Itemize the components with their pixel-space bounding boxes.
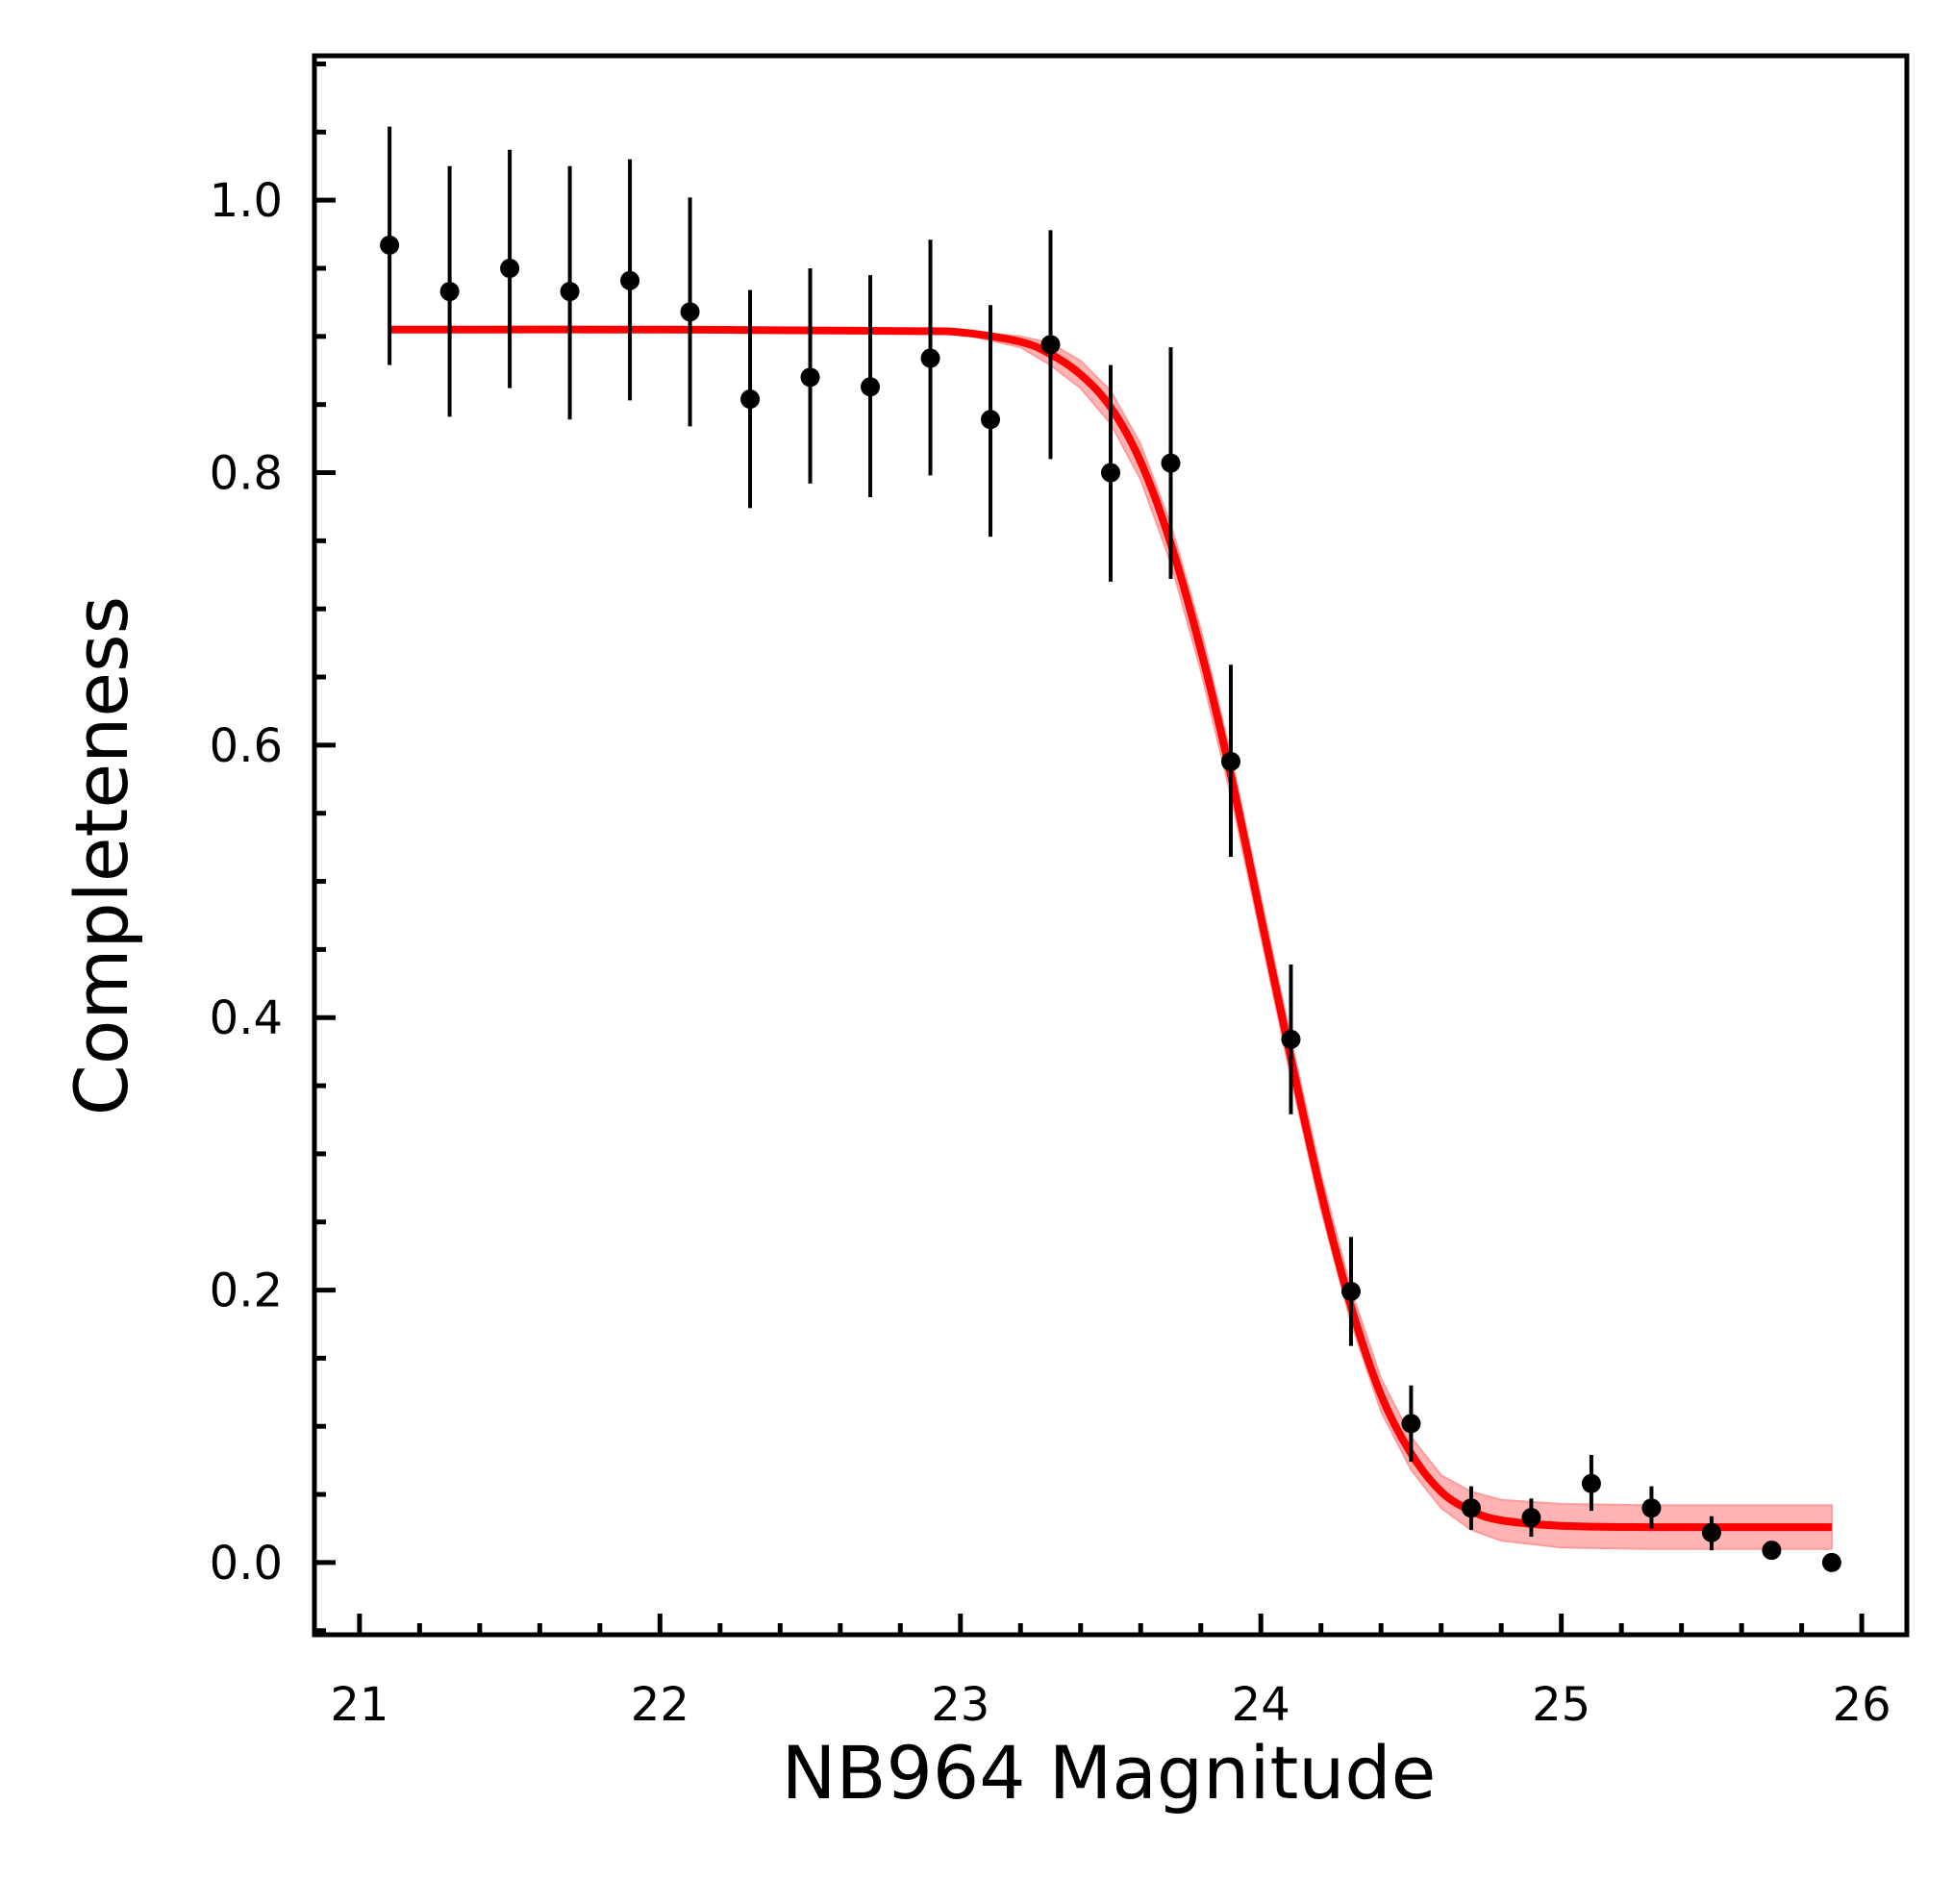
x-axis-label: NB964 Magnitude: [782, 1730, 1437, 1816]
data-point: [861, 377, 881, 397]
data-point: [1161, 453, 1181, 473]
y-axis-label: Completeness: [59, 596, 144, 1115]
data-point: [740, 389, 761, 410]
x-tick-label: 22: [631, 1678, 689, 1732]
y-axis-ticks: 0.0 0.2 0.4 0.6 0.8 1.0: [210, 62, 336, 1634]
data-point: [1340, 1281, 1361, 1301]
plot-area: [380, 126, 1841, 1572]
data-point: [1461, 1498, 1481, 1518]
x-tick-label: 24: [1232, 1678, 1290, 1732]
data-point: [380, 235, 400, 255]
data-point: [1521, 1508, 1541, 1528]
data-point: [920, 348, 940, 368]
x-tick-label: 21: [330, 1678, 388, 1732]
y-tick-label: 0.6: [210, 719, 283, 773]
data-point: [1281, 1029, 1301, 1049]
data-point: [800, 367, 820, 388]
data-point: [1762, 1541, 1782, 1561]
y-tick-label: 1.0: [210, 174, 283, 228]
data-point: [560, 282, 580, 302]
data-point: [1641, 1498, 1662, 1518]
x-tick-label: 25: [1532, 1678, 1590, 1732]
data-point: [1821, 1552, 1841, 1572]
x-tick-label: 26: [1833, 1678, 1891, 1732]
data-point: [439, 282, 460, 302]
x-axis-ticks: 21 22 23 24 25 26: [330, 1614, 1891, 1732]
data-point: [1220, 751, 1240, 771]
x-tick-label: 23: [931, 1678, 989, 1732]
y-tick-label: 0.0: [210, 1537, 283, 1591]
data-point: [1040, 335, 1061, 355]
data-point: [1401, 1414, 1421, 1434]
data-point: [981, 410, 1001, 430]
data-point: [500, 259, 520, 279]
data-point: [620, 270, 640, 290]
y-tick-label: 0.4: [210, 991, 283, 1045]
y-tick-label: 0.2: [210, 1265, 283, 1318]
data-point: [1701, 1522, 1721, 1542]
data-point: [1101, 463, 1120, 483]
plot-frame: [312, 53, 1910, 1638]
fit-confidence-band: [389, 328, 1833, 1550]
data-point: [680, 302, 700, 322]
data-point: [1581, 1473, 1601, 1493]
y-tick-label: 0.8: [210, 447, 283, 501]
